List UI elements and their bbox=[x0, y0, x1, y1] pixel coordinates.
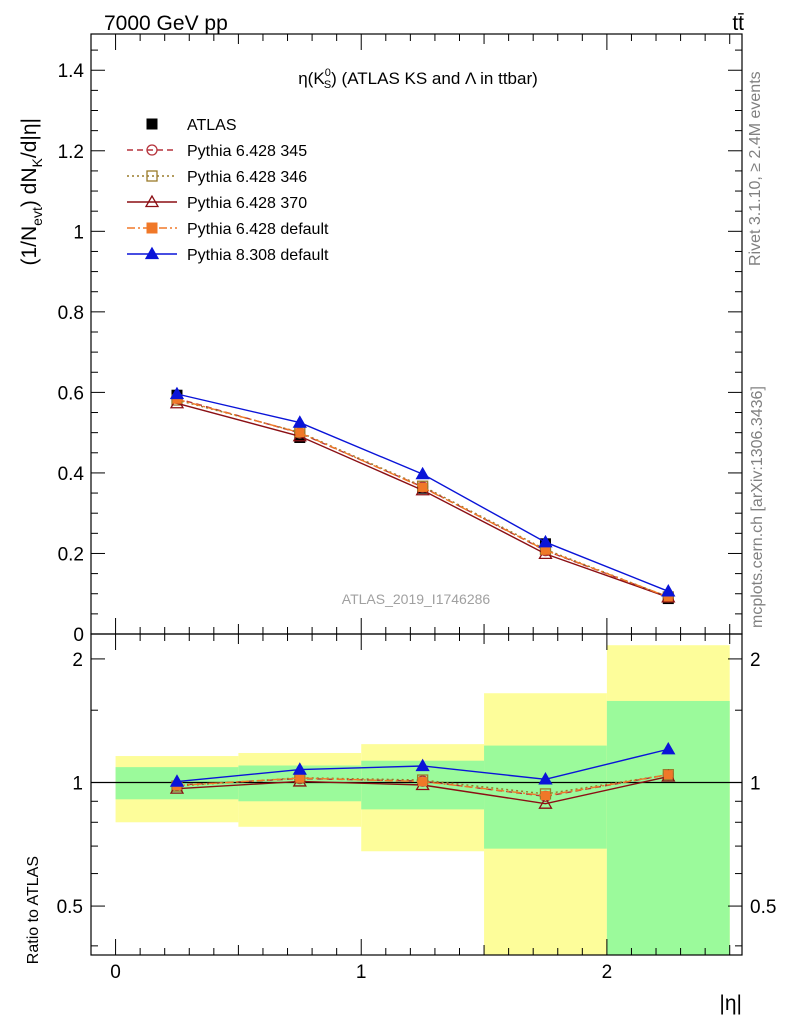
series-pythia-8-308-default bbox=[169, 386, 676, 597]
ratio-point-pythia-8-308-default bbox=[538, 772, 553, 785]
header-process-label: tt̄ bbox=[732, 12, 744, 35]
series-line-pythia-6-428-default bbox=[176, 398, 669, 598]
ratio-axes: 0.5 0.5 1 1 2 2 0 1 2 bbox=[57, 633, 776, 983]
y-tick-label: 1 bbox=[73, 222, 84, 243]
ratio-y-tick-label-right: 0.5 bbox=[750, 897, 776, 918]
ratio-point-pythia-6-428-default bbox=[540, 791, 550, 801]
series-line-pythia-6-428-346 bbox=[176, 399, 669, 598]
ratio-point-pythia-8-308-default bbox=[661, 741, 676, 755]
data-point-pythia-6-428-default bbox=[295, 428, 305, 438]
analysis-watermark: ATLAS_2019_I1746286 bbox=[342, 591, 491, 607]
main-plot-content bbox=[169, 386, 676, 605]
ratio-point-pythia-6-428-370 bbox=[538, 796, 553, 809]
series-pythia-6-428-370 bbox=[169, 395, 676, 603]
ratio-plot-content bbox=[91, 741, 742, 809]
ratio-series-pythia-6-428-default bbox=[172, 770, 673, 801]
legend-marker-atlas bbox=[146, 118, 158, 130]
y-tick-label: 0.8 bbox=[58, 303, 84, 324]
ratio-uncertainty-bands bbox=[115, 645, 730, 955]
data-point-pythia-6-428-default bbox=[540, 545, 550, 555]
ratio-frame bbox=[90, 633, 743, 956]
stat-uncertainty-band bbox=[606, 700, 730, 955]
data-point-pythia-8-308-default bbox=[415, 466, 430, 480]
main-axes: 0 0.2 0.4 0.6 0.8 1 1.2 1.4 bbox=[58, 33, 743, 646]
legend-entry-pythia-6-428-370: Pythia 6.428 370 bbox=[127, 194, 307, 212]
x-tick-label: 0 bbox=[110, 962, 121, 983]
ratio-series-pythia-8-308-default bbox=[169, 741, 676, 787]
legend-label-pythia-6-428-370: Pythia 6.428 370 bbox=[187, 195, 307, 212]
data-point-pythia-8-308-default bbox=[169, 386, 185, 400]
y-tick-label: 1.4 bbox=[58, 61, 85, 82]
ratio-panel: 0.5 0.5 1 1 2 2 0 1 2 Ratio to ATLAS |η| bbox=[25, 633, 776, 1015]
legend-label-pythia-8-308-default: Pythia 8.308 default bbox=[187, 247, 329, 264]
main-panel: ATLAS Pythia 6.428 345 Pythia 6.428 346 Pyt… bbox=[18, 33, 743, 646]
y-tick-label: 0.6 bbox=[58, 383, 84, 404]
plot-title: η(K0 S) (ATLAS KS and Λ in ttbar) bbox=[298, 67, 538, 91]
series-line-pythia-6-428-345 bbox=[176, 397, 669, 598]
legend: ATLAS Pythia 6.428 345 Pythia 6.428 346 Pyt… bbox=[127, 117, 329, 264]
legend-marker-pythia-6-428-default bbox=[146, 222, 158, 234]
y-tick-label: 0.2 bbox=[58, 544, 84, 565]
data-point-pythia-8-308-default bbox=[661, 584, 676, 597]
legend-entry-atlas: ATLAS bbox=[146, 117, 237, 134]
ratio-y-tick-label: 2 bbox=[72, 650, 83, 671]
legend-entry-pythia-8-308-default: Pythia 8.308 default bbox=[127, 246, 329, 264]
x-tick-label: 1 bbox=[356, 962, 367, 983]
y-tick-label: 0 bbox=[73, 625, 84, 646]
legend-label-pythia-6-428-345: Pythia 6.428 345 bbox=[187, 143, 307, 160]
ratio-point-pythia-8-308-default bbox=[169, 774, 185, 787]
ratio-point-pythia-8-308-default bbox=[292, 762, 307, 775]
header-energy-label: 7000 GeV pp bbox=[104, 12, 228, 35]
legend-entry-pythia-6-428-345: Pythia 6.428 345 bbox=[127, 143, 307, 160]
legend-marker-pythia-6-428-370 bbox=[144, 194, 160, 208]
series-pythia-6-428-346 bbox=[171, 394, 674, 603]
y-tick-label: 1.2 bbox=[58, 142, 84, 163]
ratio-y-tick-label-right: 1 bbox=[750, 773, 761, 794]
ratio-y-tick-label: 1 bbox=[72, 773, 83, 794]
ratio-point-pythia-6-428-default bbox=[295, 773, 305, 783]
ratio-point-pythia-6-428-default bbox=[663, 770, 673, 780]
legend-label-atlas: ATLAS bbox=[187, 117, 237, 134]
legend-label-pythia-6-428-default: Pythia 6.428 default bbox=[187, 221, 329, 238]
y-axis-label: (1/Nevt) dNK/d|η| bbox=[18, 118, 45, 266]
legend-entry-pythia-6-428-default: Pythia 6.428 default bbox=[127, 221, 329, 238]
data-point-pythia-8-308-default bbox=[538, 534, 553, 548]
legend-marker-pythia-8-308-default bbox=[144, 246, 160, 260]
x-tick-label: 2 bbox=[602, 962, 613, 983]
mcplots-reference-label: mcplots.cern.ch [arXiv:1306.3436] bbox=[749, 386, 766, 628]
data-point-pythia-6-428-default bbox=[418, 482, 428, 492]
legend-marker-pythia-6-428-345 bbox=[146, 144, 158, 156]
series-pythia-6-428-345 bbox=[171, 392, 674, 603]
ratio-point-pythia-6-428-default bbox=[418, 777, 428, 787]
series-pythia-6-428-default bbox=[172, 394, 673, 602]
ratio-y-tick-label: 0.5 bbox=[57, 897, 83, 918]
rivet-version-label: Rivet 3.1.10, ≥ 2.4M events bbox=[747, 71, 764, 266]
legend-marker-pythia-6-428-346 bbox=[146, 170, 158, 182]
legend-entry-pythia-6-428-346: Pythia 6.428 346 bbox=[127, 169, 307, 186]
data-point-pythia-8-308-default bbox=[292, 415, 307, 428]
ratio-point-pythia-8-308-default bbox=[415, 758, 430, 772]
ratio-y-axis-label: Ratio to ATLAS bbox=[25, 856, 42, 964]
legend-label-pythia-6-428-346: Pythia 6.428 346 bbox=[187, 169, 307, 186]
y-tick-label: 0.4 bbox=[58, 464, 85, 485]
ratio-y-tick-label-right: 2 bbox=[750, 650, 761, 671]
x-axis-label: |η| bbox=[719, 992, 742, 1015]
